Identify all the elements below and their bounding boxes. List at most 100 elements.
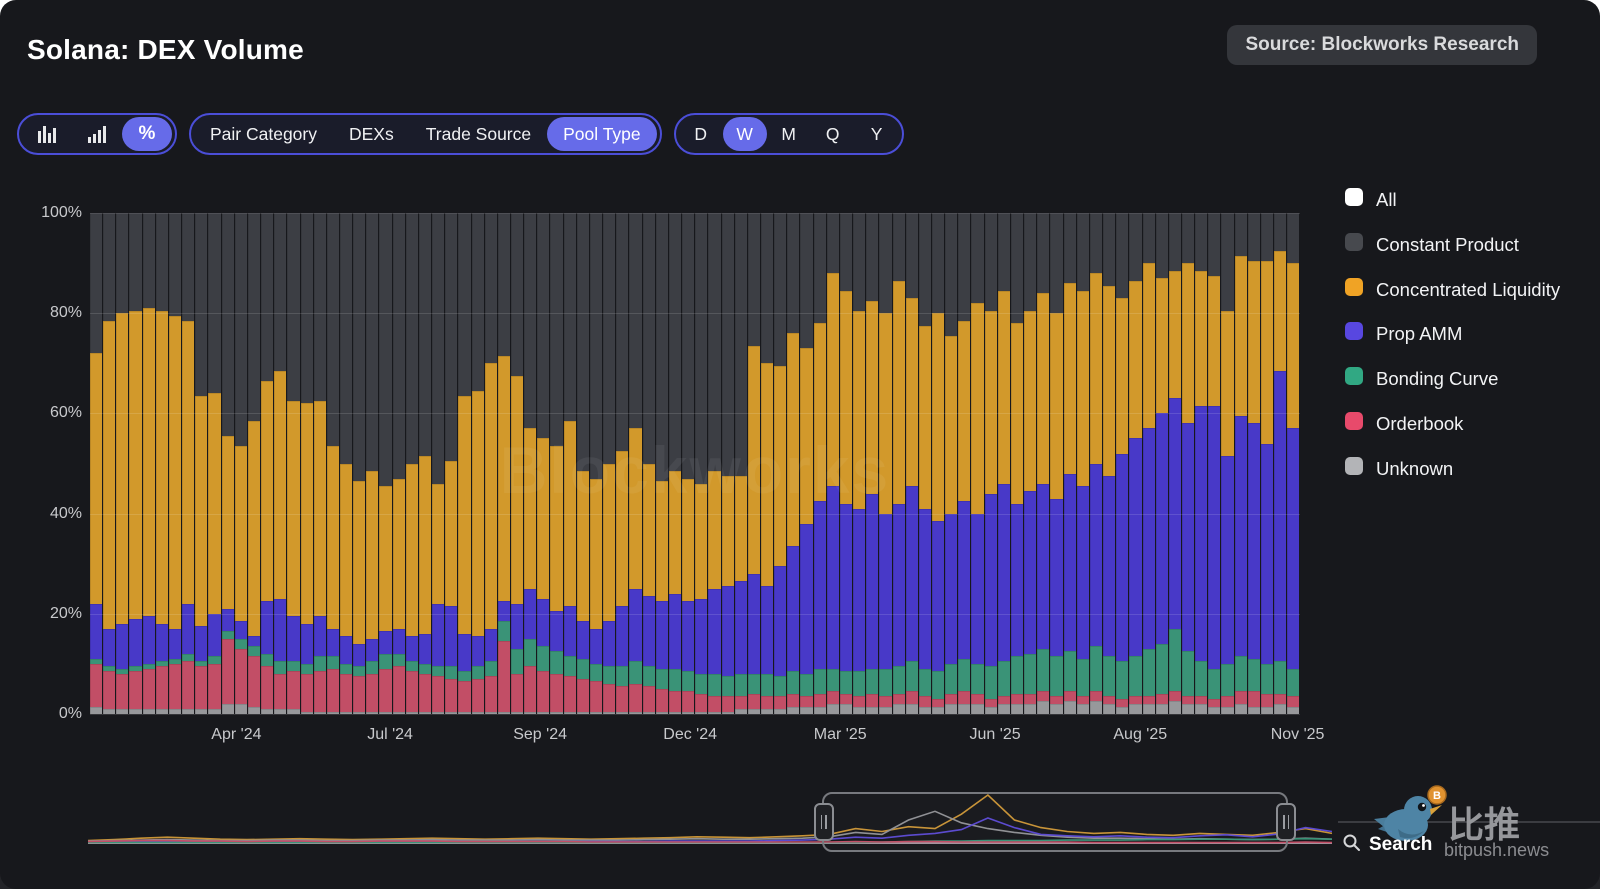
bar[interactable] [629, 213, 642, 714]
bar[interactable] [182, 213, 195, 714]
bar[interactable] [1103, 213, 1116, 714]
bar[interactable] [853, 213, 866, 714]
bar[interactable] [1287, 213, 1300, 714]
bar[interactable] [682, 213, 695, 714]
legend-item-bonding-curve[interactable]: Bonding Curve [1345, 365, 1570, 393]
period-d[interactable]: D [694, 123, 707, 144]
bar[interactable] [734, 213, 747, 714]
bar[interactable] [603, 213, 616, 714]
bar[interactable] [616, 213, 629, 714]
bar[interactable] [418, 213, 432, 714]
bar[interactable] [326, 213, 339, 714]
bar[interactable] [760, 213, 774, 714]
bar[interactable] [511, 213, 524, 714]
bar[interactable] [1260, 213, 1274, 714]
bar[interactable] [405, 213, 418, 714]
sorted-bar-chart-view-button[interactable] [72, 117, 122, 151]
bar[interactable] [497, 213, 510, 714]
legend-item-constant-product[interactable]: Constant Product [1345, 231, 1570, 259]
bar[interactable] [1208, 213, 1221, 714]
bar[interactable] [300, 213, 313, 714]
brush-handle-right[interactable] [1276, 803, 1297, 841]
search-link[interactable]: Search [1342, 833, 1432, 857]
bar[interactable] [195, 213, 208, 714]
bar[interactable] [550, 213, 563, 714]
bar[interactable] [576, 213, 589, 714]
bar[interactable] [1142, 213, 1155, 714]
bar[interactable] [1168, 213, 1181, 714]
bar[interactable] [90, 213, 103, 714]
bar[interactable] [932, 213, 945, 714]
bar[interactable] [129, 213, 142, 714]
bar[interactable] [1155, 213, 1168, 714]
bar[interactable] [458, 213, 471, 714]
period-m[interactable]: M [781, 123, 796, 144]
tab-dexs[interactable]: DEXs [349, 123, 394, 144]
bar[interactable] [866, 213, 879, 714]
bar[interactable] [392, 213, 405, 714]
bar[interactable] [103, 213, 116, 714]
bar[interactable] [353, 213, 366, 714]
bar[interactable] [1076, 213, 1089, 714]
bar[interactable] [800, 213, 813, 714]
period-w[interactable]: W [722, 117, 767, 151]
bar[interactable] [997, 213, 1010, 714]
bar[interactable] [537, 213, 550, 714]
bar[interactable] [695, 213, 708, 714]
bar[interactable] [721, 213, 734, 714]
bar[interactable] [168, 213, 182, 714]
bar[interactable] [1010, 213, 1024, 714]
legend-item-unknown[interactable]: Unknown [1345, 455, 1570, 483]
bar[interactable] [1234, 213, 1247, 714]
bar[interactable] [642, 213, 655, 714]
bar[interactable] [1063, 213, 1076, 714]
bar[interactable] [905, 213, 918, 714]
bar[interactable] [287, 213, 300, 714]
tab-pool-type[interactable]: Pool Type [547, 117, 657, 151]
bar[interactable] [839, 213, 853, 714]
bar[interactable] [918, 213, 931, 714]
bar[interactable] [208, 213, 221, 714]
bar-chart-view-button[interactable] [22, 117, 72, 151]
bar[interactable] [879, 213, 892, 714]
bar[interactable] [379, 213, 392, 714]
tab-pair-category[interactable]: Pair Category [210, 123, 317, 144]
brush-handle-left[interactable] [813, 803, 834, 841]
bar[interactable] [366, 213, 379, 714]
bar[interactable] [1050, 213, 1063, 714]
bar[interactable] [563, 213, 576, 714]
bar[interactable] [589, 213, 603, 714]
legend-item-concentrated-liquidity[interactable]: Concentrated Liquidity [1345, 276, 1570, 304]
bar[interactable] [1195, 213, 1208, 714]
bar[interactable] [774, 213, 787, 714]
bar[interactable] [892, 213, 905, 714]
legend-item-orderbook[interactable]: Orderbook [1345, 410, 1570, 438]
bar[interactable] [1274, 213, 1287, 714]
bar[interactable] [221, 213, 234, 714]
bar[interactable] [484, 213, 497, 714]
bar[interactable] [1089, 213, 1103, 714]
bar[interactable] [747, 213, 760, 714]
bar[interactable] [1221, 213, 1234, 714]
bar[interactable] [116, 213, 129, 714]
bar[interactable] [1116, 213, 1129, 714]
bar[interactable] [787, 213, 800, 714]
bar[interactable] [655, 213, 668, 714]
legend-item-prop-amm[interactable]: Prop AMM [1345, 320, 1570, 348]
bar[interactable] [1129, 213, 1142, 714]
bar[interactable] [971, 213, 984, 714]
bar[interactable] [313, 213, 326, 714]
bar[interactable] [247, 213, 261, 714]
bar[interactable] [1181, 213, 1195, 714]
bar[interactable] [826, 213, 839, 714]
bar[interactable] [984, 213, 997, 714]
bar[interactable] [1247, 213, 1260, 714]
bar[interactable] [155, 213, 168, 714]
bar[interactable] [142, 213, 155, 714]
bar[interactable] [524, 213, 537, 714]
bar[interactable] [813, 213, 826, 714]
percent-view-button[interactable]: % [122, 117, 172, 151]
period-q[interactable]: Q [825, 123, 840, 144]
bar[interactable] [1024, 213, 1037, 714]
bar[interactable] [1037, 213, 1050, 714]
